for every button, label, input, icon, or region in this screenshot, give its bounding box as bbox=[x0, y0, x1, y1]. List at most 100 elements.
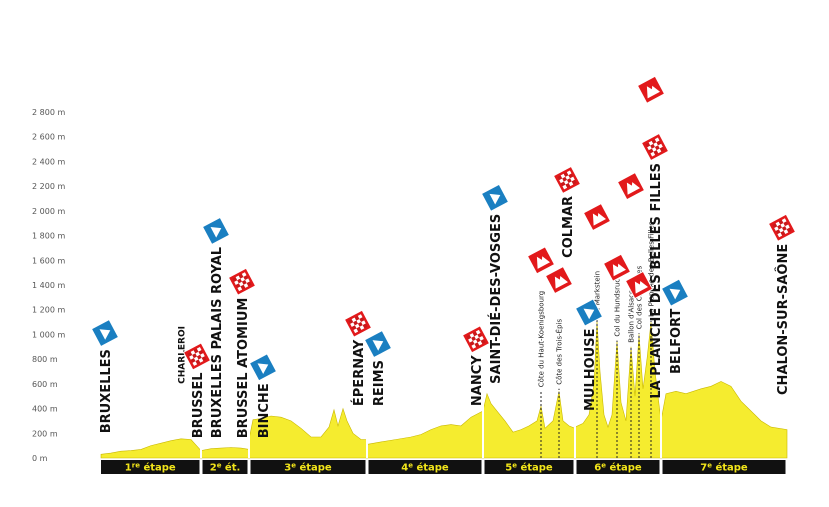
flag-square bbox=[562, 176, 567, 182]
mountain-icon bbox=[636, 75, 666, 104]
start-arrow-head bbox=[669, 288, 681, 300]
flag-square bbox=[198, 350, 204, 355]
start-arrow-icon bbox=[201, 216, 231, 246]
stage-markers bbox=[90, 75, 797, 382]
flag-square bbox=[570, 176, 575, 182]
climb-label: Col du Hundsruck bbox=[614, 274, 622, 337]
town-label: REIMS bbox=[372, 360, 387, 406]
y-tick-label: 1 800 m bbox=[32, 232, 65, 241]
y-tick-label: 600 m bbox=[32, 380, 58, 389]
flag-square bbox=[359, 317, 365, 323]
flag-square bbox=[783, 229, 789, 234]
stage-bar: 1re étape 2e ét. 3e étape 4e étape 5e étape 6… bbox=[101, 460, 786, 474]
flag-square bbox=[356, 318, 362, 324]
start-arrow-head bbox=[210, 227, 222, 238]
y-tick-label: 800 m bbox=[32, 355, 58, 364]
finish-flag-icon bbox=[461, 325, 491, 354]
flag-square bbox=[655, 145, 660, 151]
start-arrow-icon bbox=[90, 318, 120, 348]
stage-label: 3e étape bbox=[284, 462, 332, 474]
flag-square bbox=[781, 218, 787, 224]
mountain-shape bbox=[626, 182, 640, 195]
mountain-shape bbox=[592, 212, 606, 226]
town-label: BRUSSEL bbox=[191, 372, 206, 438]
flag-square bbox=[353, 328, 359, 334]
flag-square bbox=[240, 276, 246, 282]
flag-square bbox=[193, 356, 199, 362]
flag-square bbox=[190, 358, 196, 363]
stage-label: 7e étape bbox=[700, 462, 748, 474]
mountain-shape bbox=[634, 280, 648, 294]
stage-label: 6e étape bbox=[594, 462, 642, 474]
stage-profile-7 bbox=[660, 381, 788, 459]
flag-square bbox=[466, 334, 472, 340]
flag-square bbox=[658, 143, 663, 149]
stage-bar-segment bbox=[250, 460, 366, 474]
flag-square bbox=[190, 350, 196, 356]
flag-square bbox=[348, 319, 354, 324]
town-label: BRUSSEL ATOMIUM bbox=[236, 298, 251, 439]
town-label: CHALON-SUR-SAÔNE bbox=[775, 244, 791, 395]
flag-square bbox=[197, 354, 202, 360]
flag-square bbox=[651, 139, 657, 144]
stage-profile-5 bbox=[482, 391, 576, 459]
start-arrow-head bbox=[372, 340, 384, 351]
y-tick-label: 2 600 m bbox=[32, 133, 65, 142]
flag-square bbox=[195, 351, 201, 357]
stage-label: 2e ét. bbox=[210, 462, 241, 474]
flag-square bbox=[477, 332, 483, 338]
flag-square bbox=[780, 223, 786, 228]
town-label: BELFORT bbox=[669, 309, 684, 374]
mountain-icon bbox=[526, 246, 556, 275]
flag-square bbox=[479, 336, 484, 341]
climb-label: La Planche des Belles Filles bbox=[648, 221, 656, 317]
mountain-shape bbox=[536, 256, 550, 269]
flag-square bbox=[243, 283, 249, 288]
flag-square bbox=[242, 280, 247, 285]
start-arrow-icon bbox=[248, 353, 278, 382]
stage-bar-segment bbox=[202, 460, 248, 474]
stage-profile-6 bbox=[574, 320, 662, 459]
flag-square bbox=[234, 280, 239, 285]
mountain-icon bbox=[582, 202, 612, 232]
flag-square bbox=[237, 278, 242, 284]
flag-square bbox=[357, 314, 363, 319]
town-label: NANCY bbox=[470, 355, 485, 406]
stage-profile-3 bbox=[248, 407, 368, 459]
mountain-shape bbox=[612, 263, 626, 277]
flag-square bbox=[241, 272, 247, 277]
stage-label: 4e étape bbox=[401, 462, 449, 474]
flag-square bbox=[780, 230, 786, 236]
mountain-icon bbox=[544, 265, 574, 295]
flag-square bbox=[775, 221, 781, 227]
flag-square bbox=[559, 178, 564, 184]
flag-square bbox=[772, 223, 778, 228]
y-tick-label: 200 m bbox=[32, 429, 58, 438]
flag-square bbox=[778, 219, 784, 225]
flag-square bbox=[777, 232, 783, 238]
y-tick-label: 0 m bbox=[32, 454, 48, 463]
flag-square bbox=[195, 359, 201, 365]
flag-square bbox=[647, 145, 652, 151]
flag-square bbox=[774, 226, 779, 232]
stage-bar-segment bbox=[368, 460, 482, 474]
mountain-shape bbox=[554, 275, 568, 289]
flag-square bbox=[656, 148, 662, 154]
climb-label: Le Markstein bbox=[594, 271, 602, 316]
start-arrow-icon bbox=[480, 183, 510, 213]
flag-square bbox=[477, 340, 483, 346]
flag-square bbox=[361, 320, 366, 326]
y-tick-label: 1 000 m bbox=[32, 330, 65, 339]
flag-square bbox=[238, 281, 244, 287]
flag-square bbox=[359, 325, 365, 330]
flag-square bbox=[565, 183, 571, 188]
flag-square bbox=[193, 348, 199, 354]
flag-square bbox=[471, 336, 476, 341]
flag-square bbox=[650, 151, 656, 157]
flag-square bbox=[557, 175, 563, 181]
stage-bar-segment bbox=[101, 460, 200, 474]
flag-square bbox=[560, 173, 566, 179]
stage-bar-segment bbox=[662, 460, 786, 474]
flag-square bbox=[200, 353, 205, 358]
